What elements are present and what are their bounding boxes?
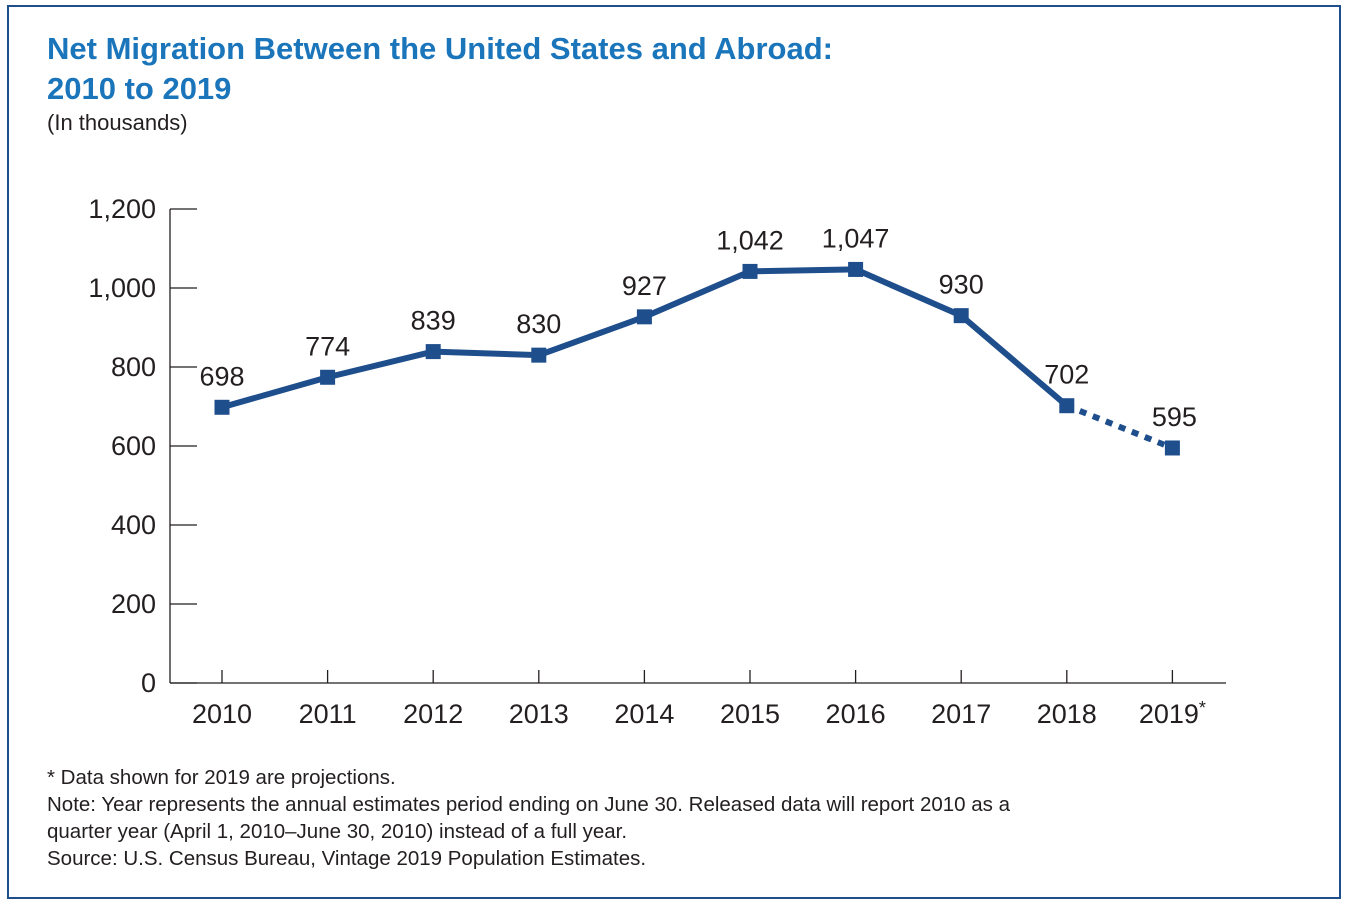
- y-tick-label: 200: [111, 589, 156, 619]
- data-label-2018: 702: [1044, 360, 1089, 390]
- data-marker-2010: [214, 399, 230, 415]
- data-marker-2019: [1164, 440, 1180, 456]
- x-tick-label: 2010: [192, 699, 252, 729]
- data-label-2013: 830: [516, 309, 561, 339]
- data-label-2014: 927: [622, 271, 667, 301]
- note-line-1: Note: Year represents the annual estimat…: [47, 793, 1010, 816]
- x-tick-label: 2014: [614, 699, 674, 729]
- data-markers: [214, 261, 1180, 456]
- y-tick-label: 800: [111, 352, 156, 382]
- series-line-projection: [1065, 402, 1174, 451]
- footnotes: * Data shown for 2019 are projections. N…: [47, 764, 1307, 872]
- chart-title-line1: Net Migration Between the United States …: [47, 31, 833, 66]
- data-marker-2017: [953, 308, 969, 324]
- data-marker-2014: [636, 309, 652, 325]
- chart-unit: (In thousands): [47, 110, 188, 135]
- note-line-2: quarter year (April 1, 2010–June 30, 201…: [47, 820, 628, 843]
- x-tick-label: 2013: [509, 699, 569, 729]
- x-tick-label: 2017: [931, 699, 991, 729]
- data-label-2019: 595: [1152, 402, 1197, 432]
- chart-frame: [7, 5, 1341, 899]
- data-marker-2013: [531, 347, 547, 363]
- data-label-2016: 1,047: [822, 223, 890, 253]
- data-marker-2016: [848, 261, 864, 277]
- data-marker-2018: [1059, 398, 1075, 414]
- y-tick-label: 1,200: [88, 194, 156, 224]
- data-labels: 698 774 839 830 927 1,042 1,047 930 702 595: [199, 223, 1196, 432]
- data-label-2010: 698: [199, 361, 244, 391]
- x-tick-label: 2015: [720, 699, 780, 729]
- data-marker-2011: [320, 369, 336, 385]
- series-lines: [221, 266, 1174, 451]
- chart-title-line2: 2010 to 2019: [47, 71, 232, 106]
- data-label-2011: 774: [305, 331, 350, 361]
- data-marker-2012: [425, 344, 441, 360]
- x-tick-label: 2011: [299, 699, 357, 729]
- data-label-2015: 1,042: [716, 225, 784, 255]
- data-label-2012: 839: [411, 306, 456, 336]
- projection-note: * Data shown for 2019 are projections.: [47, 766, 396, 789]
- data-label-2017: 930: [939, 270, 984, 300]
- data-marker-2015: [742, 263, 758, 279]
- x-tick-label: 2019*: [1139, 698, 1206, 729]
- y-tick-label: 0: [141, 668, 156, 698]
- x-tick-label: 2016: [826, 699, 886, 729]
- y-tick-label: 600: [111, 431, 156, 461]
- x-tick-label: 2012: [403, 699, 463, 729]
- y-axis: 0 200 400 600 800 1,000 1,200: [88, 194, 197, 698]
- y-tick-label: 1,000: [88, 273, 156, 303]
- x-tick-label: 2018: [1037, 699, 1097, 729]
- y-tick-label: 400: [111, 510, 156, 540]
- x-axis: 2010 2011 2012 2013 2014 2015 2016 2017 2018 2019…: [170, 670, 1226, 729]
- chart-title: Net Migration Between the United States …: [47, 29, 1047, 109]
- source-note: Source: U.S. Census Bureau, Vintage 2019…: [47, 847, 647, 870]
